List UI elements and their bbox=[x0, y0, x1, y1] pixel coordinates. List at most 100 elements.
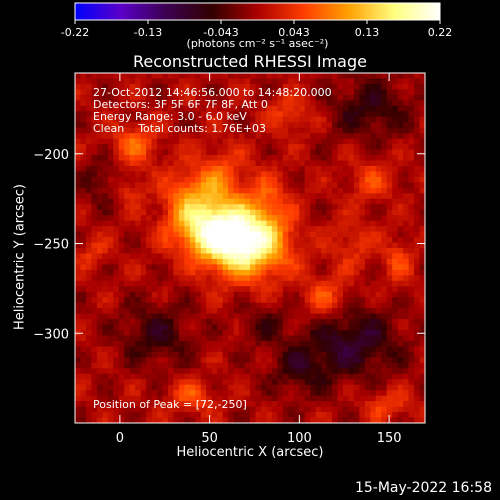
heatmap-cell bbox=[107, 198, 114, 205]
heatmap-cell bbox=[260, 297, 268, 304]
heatmap-cell bbox=[107, 160, 114, 167]
heatmap-cell bbox=[310, 362, 317, 369]
heatmap-cell bbox=[397, 111, 404, 118]
heatmap-cell bbox=[157, 160, 164, 167]
heatmap-cell bbox=[277, 204, 284, 211]
heatmap-cell bbox=[178, 313, 185, 320]
heatmap-cell bbox=[370, 324, 377, 331]
heatmap-cell bbox=[255, 198, 262, 205]
heatmap-cell bbox=[157, 127, 164, 134]
heatmap-cell bbox=[167, 116, 175, 123]
heatmap-cell bbox=[326, 193, 333, 200]
heatmap-cell bbox=[326, 138, 333, 145]
heatmap-cell bbox=[392, 144, 399, 151]
heatmap-cell bbox=[288, 313, 295, 320]
heatmap-cell bbox=[146, 182, 153, 189]
heatmap-cell bbox=[124, 308, 131, 315]
heatmap-cell bbox=[342, 368, 350, 375]
heatmap-cell bbox=[233, 231, 240, 238]
heatmap-cell bbox=[397, 204, 404, 211]
heatmap-cell bbox=[107, 78, 114, 85]
heatmap-cell bbox=[173, 384, 180, 391]
heatmap-cell bbox=[244, 302, 251, 309]
heatmap-cell bbox=[157, 111, 164, 118]
heatmap-cell bbox=[375, 133, 382, 140]
heatmap-cell bbox=[75, 73, 82, 80]
heatmap-cell bbox=[293, 264, 300, 271]
heatmap-cell bbox=[146, 269, 153, 276]
heatmap-cell bbox=[375, 324, 382, 331]
heatmap-cell bbox=[370, 362, 377, 369]
heatmap-cell bbox=[195, 165, 202, 173]
heatmap-cell bbox=[151, 412, 158, 419]
heatmap-cell bbox=[326, 319, 333, 326]
heatmap-cell bbox=[315, 111, 322, 118]
heatmap-cell bbox=[211, 390, 218, 397]
heatmap-cell bbox=[167, 242, 175, 249]
heatmap-cell bbox=[124, 275, 131, 282]
heatmap-cell bbox=[184, 286, 191, 293]
heatmap-cell bbox=[91, 182, 98, 189]
heatmap-cell bbox=[189, 258, 196, 266]
heatmap-cell bbox=[293, 100, 300, 107]
heatmap-cell bbox=[342, 155, 350, 162]
heatmap-cell bbox=[80, 198, 87, 205]
heatmap-cell bbox=[85, 127, 93, 134]
heatmap-cell bbox=[392, 187, 399, 194]
heatmap-cell bbox=[271, 165, 278, 173]
heatmap-cell bbox=[271, 155, 278, 162]
heatmap-cell bbox=[157, 335, 164, 342]
heatmap-cell bbox=[332, 362, 339, 369]
heatmap-cell bbox=[200, 78, 207, 85]
heatmap-cell bbox=[282, 401, 289, 408]
heatmap-cell bbox=[85, 176, 93, 183]
heatmap-cell bbox=[195, 182, 202, 189]
heatmap-cell bbox=[85, 187, 93, 194]
heatmap-cell bbox=[184, 401, 191, 408]
heatmap-cell bbox=[375, 395, 382, 402]
heatmap-cell bbox=[315, 220, 322, 227]
heatmap-cell bbox=[364, 412, 371, 419]
heatmap-cell bbox=[75, 351, 82, 358]
heatmap-cell bbox=[337, 330, 344, 337]
heatmap-cell bbox=[222, 144, 229, 151]
heatmap-cell bbox=[392, 209, 399, 216]
heatmap-cell bbox=[315, 231, 322, 238]
heatmap-cell bbox=[206, 176, 213, 183]
heatmap-cell bbox=[96, 417, 103, 423]
heatmap-cell bbox=[222, 231, 229, 238]
heatmap-cell bbox=[277, 138, 284, 145]
heatmap-cell bbox=[288, 122, 295, 129]
heatmap-cell bbox=[200, 319, 207, 326]
heatmap-cell bbox=[146, 122, 153, 129]
heatmap-cell bbox=[118, 384, 125, 391]
heatmap-cell bbox=[304, 171, 311, 178]
heatmap-cell bbox=[195, 176, 202, 183]
heatmap-cell bbox=[167, 253, 175, 260]
heatmap-cell bbox=[146, 127, 153, 134]
heatmap-cell bbox=[211, 155, 218, 162]
heatmap-cell bbox=[167, 286, 175, 293]
heatmap-cell bbox=[162, 220, 169, 227]
heatmap-cell bbox=[348, 286, 355, 293]
heatmap-cell bbox=[310, 297, 317, 304]
heatmap-cell bbox=[75, 198, 82, 205]
heatmap-cell bbox=[195, 401, 202, 408]
heatmap-cell bbox=[255, 406, 262, 413]
heatmap-cell bbox=[206, 144, 213, 151]
heatmap-cell bbox=[217, 149, 224, 156]
heatmap-cell bbox=[91, 116, 98, 123]
heatmap-cell bbox=[85, 204, 93, 211]
heatmap-cell bbox=[364, 362, 371, 369]
heatmap-cell bbox=[146, 116, 153, 123]
heatmap-cell bbox=[200, 193, 207, 200]
heatmap-cell bbox=[118, 275, 125, 282]
heatmap-cell bbox=[239, 127, 246, 134]
heatmap-cell bbox=[140, 253, 147, 260]
heatmap-cell bbox=[96, 373, 103, 380]
heatmap-cell bbox=[102, 116, 109, 123]
heatmap-cell bbox=[381, 144, 388, 151]
heatmap-cell bbox=[260, 368, 268, 375]
heatmap-cell bbox=[107, 209, 114, 216]
heatmap-cell bbox=[250, 182, 257, 189]
